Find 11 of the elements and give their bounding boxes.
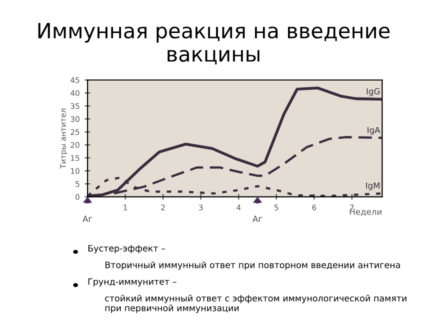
text: Бустер-эффект –: [88, 245, 165, 254]
text: Вторичный иммунный ответ при повторном введении антигена: [105, 261, 400, 270]
text: стойкий иммунный ответ с эффектом иммунологической памяти при первичной иммунизации: [105, 294, 406, 313]
text: Аг: [252, 216, 262, 222]
text: Грунд-иммунитет –: [88, 278, 176, 287]
text: Аг: [82, 216, 92, 222]
x-axis-title: Недели: [350, 208, 382, 216]
series-label: IgA: [368, 126, 380, 135]
chart-title: Иммунная реакция на введение вакцины: [38, 23, 390, 64]
series-label: IgM: [366, 182, 380, 190]
series-label: IgG: [366, 88, 380, 96]
